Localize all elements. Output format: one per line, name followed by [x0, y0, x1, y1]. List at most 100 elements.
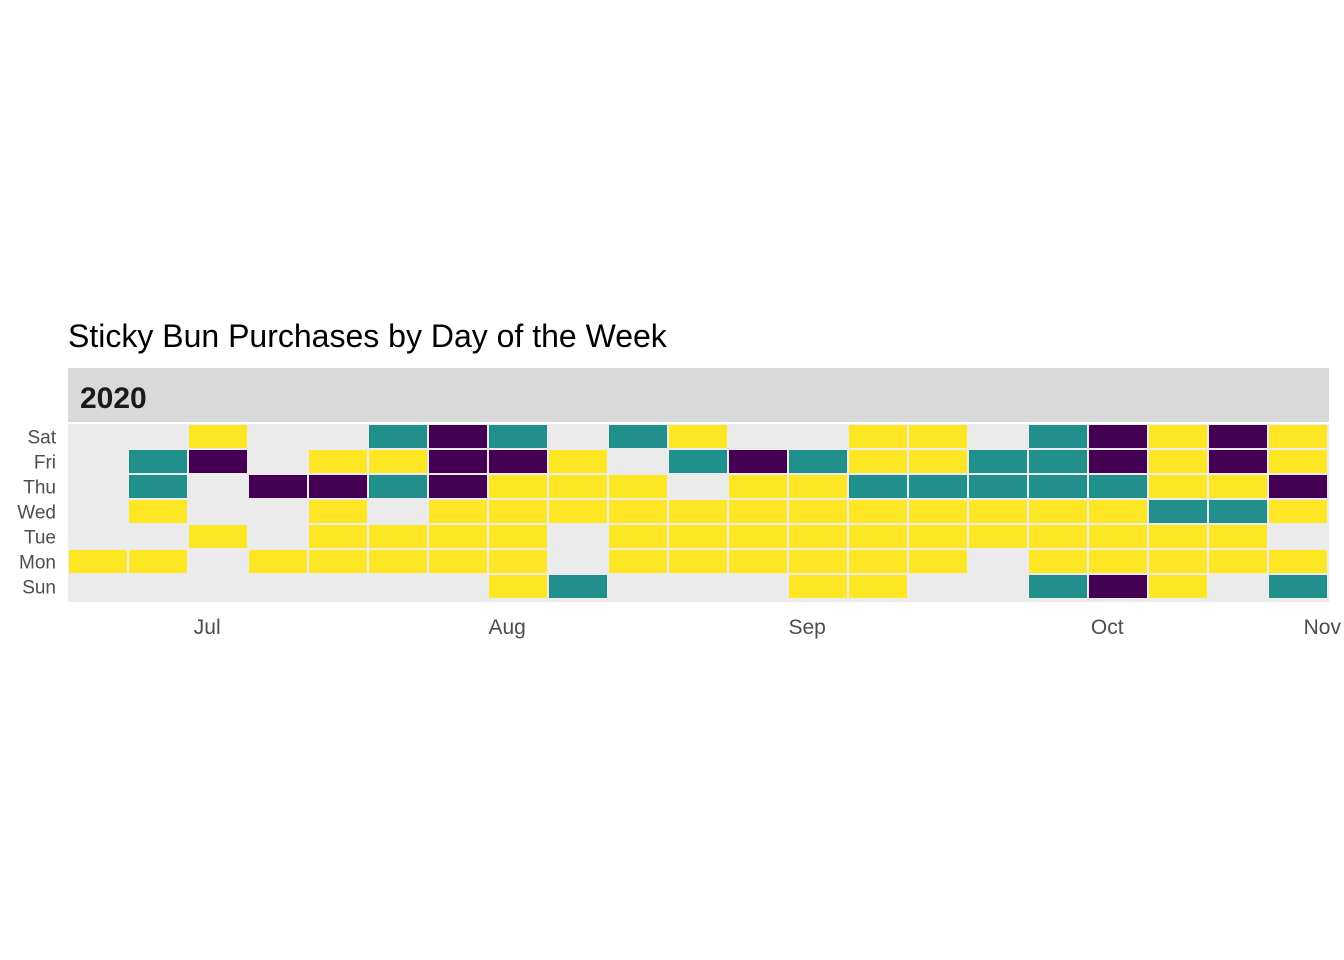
heat-cell-fri-week-13: [789, 450, 847, 473]
heat-cell-tue-week-11: [669, 525, 727, 548]
heat-cell-wed-week-20: [1209, 500, 1267, 523]
chart-title: Sticky Bun Purchases by Day of the Week: [68, 318, 668, 354]
heat-cell-thu-week-20: [1209, 475, 1267, 498]
heat-cell-tue-week-3: [189, 525, 247, 548]
heat-cell-thu-week-7: [429, 475, 487, 498]
heat-cell-wed-week-7: [429, 500, 487, 523]
heat-cell-tue-week-18: [1089, 525, 1147, 548]
heat-cell-sat-week-7: [429, 425, 487, 448]
heat-cell-fri-week-2: [129, 450, 187, 473]
heat-cell-fri-week-8: [489, 450, 547, 473]
heat-cell-fri-week-6: [369, 450, 427, 473]
heat-cell-mon-week-11: [669, 550, 727, 573]
heat-cell-mon-week-17: [1029, 550, 1087, 573]
heat-cell-thu-week-16: [969, 475, 1027, 498]
heat-cell-sat-week-10: [609, 425, 667, 448]
heat-cell-fri-week-12: [729, 450, 787, 473]
heat-cell-tue-week-17: [1029, 525, 1087, 548]
heat-cell-wed-week-2: [129, 500, 187, 523]
heat-cell-thu-week-8: [489, 475, 547, 498]
y-tick-label-sun: Sun: [22, 578, 56, 599]
y-tick-label-tue: Tue: [24, 528, 56, 549]
heat-cell-thu-week-5: [309, 475, 367, 498]
heat-cell-wed-week-13: [789, 500, 847, 523]
facet-label: 2020: [80, 382, 147, 415]
heat-cell-sun-week-18: [1089, 575, 1147, 598]
heat-cell-fri-week-3: [189, 450, 247, 473]
heat-cell-sun-week-13: [789, 575, 847, 598]
heat-cell-mon-week-8: [489, 550, 547, 573]
y-axis-labels: Sat Fri Thu Wed Tue Mon Sun: [17, 428, 56, 599]
x-tick-label-oct: Oct: [1091, 616, 1124, 639]
heat-cell-sun-week-19: [1149, 575, 1207, 598]
heat-cell-fri-week-16: [969, 450, 1027, 473]
heat-cell-wed-week-16: [969, 500, 1027, 523]
heat-cell-mon-week-4: [249, 550, 307, 573]
y-tick-label-mon: Mon: [19, 553, 56, 574]
x-tick-label-aug: Aug: [489, 616, 526, 639]
heat-cell-tue-week-5: [309, 525, 367, 548]
heat-cell-mon-week-19: [1149, 550, 1207, 573]
heat-cell-thu-week-18: [1089, 475, 1147, 498]
heat-cell-sun-week-17: [1029, 575, 1087, 598]
heat-cell-tue-week-6: [369, 525, 427, 548]
heat-cell-mon-week-14: [849, 550, 907, 573]
heat-cell-sat-week-15: [909, 425, 967, 448]
heat-cell-thu-week-19: [1149, 475, 1207, 498]
cells-layer: [69, 425, 1327, 598]
heat-cell-mon-week-13: [789, 550, 847, 573]
heat-cell-thu-week-21: [1269, 475, 1327, 498]
heat-cell-wed-week-18: [1089, 500, 1147, 523]
y-tick-label-fri: Fri: [34, 453, 56, 474]
heat-cell-thu-week-2: [129, 475, 187, 498]
heat-cell-sun-week-8: [489, 575, 547, 598]
y-tick-label-wed: Wed: [17, 503, 56, 524]
heat-cell-fri-week-15: [909, 450, 967, 473]
heat-cell-wed-week-15: [909, 500, 967, 523]
heat-cell-sun-week-14: [849, 575, 907, 598]
heat-cell-mon-week-2: [129, 550, 187, 573]
heat-cell-mon-week-1: [69, 550, 127, 573]
heat-cell-tue-week-10: [609, 525, 667, 548]
y-tick-label-sat: Sat: [27, 428, 56, 449]
heat-cell-fri-week-20: [1209, 450, 1267, 473]
heat-cell-tue-week-15: [909, 525, 967, 548]
heat-cell-thu-week-12: [729, 475, 787, 498]
x-tick-label-sep: Sep: [789, 616, 826, 639]
heat-cell-thu-week-9: [549, 475, 607, 498]
heat-cell-sat-week-17: [1029, 425, 1087, 448]
heat-cell-mon-week-18: [1089, 550, 1147, 573]
heat-cell-sat-week-21: [1269, 425, 1327, 448]
heat-cell-sat-week-8: [489, 425, 547, 448]
heat-cell-sun-week-21: [1269, 575, 1327, 598]
heat-cell-mon-week-20: [1209, 550, 1267, 573]
heat-cell-sat-week-18: [1089, 425, 1147, 448]
heat-cell-wed-week-17: [1029, 500, 1087, 523]
y-tick-label-thu: Thu: [23, 478, 56, 499]
heat-cell-mon-week-15: [909, 550, 967, 573]
x-tick-label-nov: Nov: [1304, 616, 1342, 639]
heat-cell-fri-week-17: [1029, 450, 1087, 473]
heat-cell-fri-week-5: [309, 450, 367, 473]
heat-cell-tue-week-13: [789, 525, 847, 548]
heat-cell-thu-week-14: [849, 475, 907, 498]
heat-cell-wed-week-8: [489, 500, 547, 523]
heat-cell-mon-week-10: [609, 550, 667, 573]
heat-cell-fri-week-19: [1149, 450, 1207, 473]
heat-cell-sat-week-20: [1209, 425, 1267, 448]
heat-cell-wed-week-12: [729, 500, 787, 523]
heat-cell-wed-week-14: [849, 500, 907, 523]
x-axis-labels: Jul Aug Sep Oct Nov: [194, 616, 1342, 639]
heat-cell-thu-week-17: [1029, 475, 1087, 498]
heat-cell-tue-week-14: [849, 525, 907, 548]
heat-cell-thu-week-15: [909, 475, 967, 498]
heat-cell-fri-week-18: [1089, 450, 1147, 473]
heat-cell-tue-week-7: [429, 525, 487, 548]
heat-cell-wed-week-9: [549, 500, 607, 523]
facet-strip: [68, 368, 1329, 422]
heat-cell-mon-week-12: [729, 550, 787, 573]
heat-cell-mon-week-6: [369, 550, 427, 573]
heat-cell-thu-week-10: [609, 475, 667, 498]
heat-cell-sat-week-19: [1149, 425, 1207, 448]
